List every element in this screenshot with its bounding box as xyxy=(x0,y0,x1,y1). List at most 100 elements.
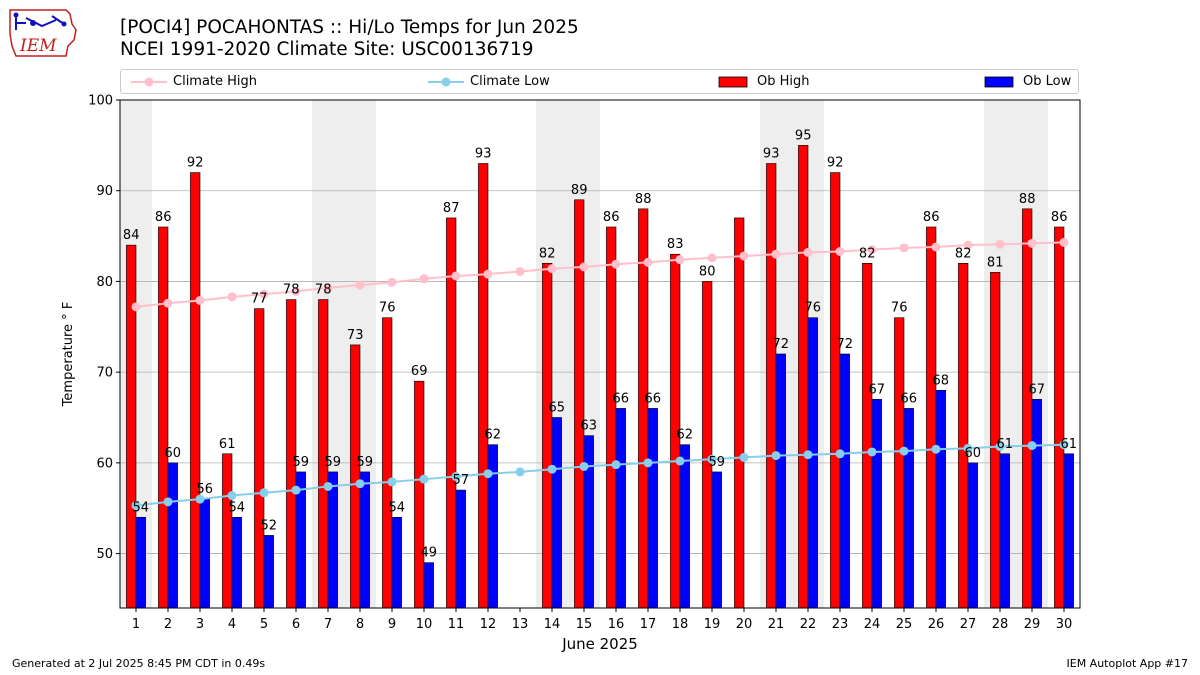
ob-low-label: 56 xyxy=(197,482,214,497)
climate-high-point xyxy=(771,249,781,259)
ob-high-bar xyxy=(702,281,713,609)
logo-text: IEM xyxy=(19,36,57,56)
ob-high-bar xyxy=(606,226,617,609)
legend-label-climate-high: Climate High xyxy=(173,74,258,89)
y-tick-label: 70 xyxy=(96,366,113,381)
ob-low-bar xyxy=(647,408,658,609)
climate-high-point xyxy=(291,286,301,296)
climate-high-point xyxy=(323,283,333,293)
climate-high-point xyxy=(675,255,685,265)
y-tick-label: 60 xyxy=(96,456,113,471)
climate-high-point xyxy=(995,239,1005,249)
ob-low-bar xyxy=(903,408,914,609)
climate-low-point xyxy=(1059,440,1069,450)
climate-low-point xyxy=(739,452,749,462)
ob-high-label: 69 xyxy=(411,364,428,379)
bars xyxy=(126,145,1074,609)
ob-low-label: 57 xyxy=(453,473,470,488)
ob-high-bar xyxy=(894,317,905,609)
climate-low-point xyxy=(291,485,301,495)
plot-frame xyxy=(119,99,1081,609)
ob-low-bar xyxy=(327,471,338,609)
ob-low-label: 63 xyxy=(581,419,598,434)
x-tick-label: 29 xyxy=(1024,617,1041,632)
climate-high-point xyxy=(835,246,845,256)
ob-low-label: 61 xyxy=(997,437,1014,452)
ob-low-label: 72 xyxy=(837,337,854,352)
climate-low-point xyxy=(547,464,557,474)
ob-low-bar xyxy=(199,498,210,609)
climate-high-point xyxy=(515,266,525,276)
climate-high-point xyxy=(227,292,237,302)
ob-low-label: 66 xyxy=(645,391,662,406)
ob-low-label: 54 xyxy=(229,500,246,515)
climate-low-point xyxy=(899,446,909,456)
ob-high-label: 86 xyxy=(923,210,940,225)
climate-high-point xyxy=(163,298,173,308)
ob-high-label: 76 xyxy=(891,301,908,316)
ob-high-label: 78 xyxy=(315,283,332,298)
ob-high-bar xyxy=(1054,226,1065,609)
climate-high-point xyxy=(739,251,749,261)
ob-low-label: 59 xyxy=(325,455,342,470)
climate-low-point xyxy=(611,460,621,470)
ob-high-label: 89 xyxy=(571,183,588,198)
ob-low-label: 60 xyxy=(965,446,982,461)
ob-low-bar xyxy=(871,399,882,609)
climate-low-point xyxy=(259,488,269,498)
climate-low-point xyxy=(163,497,173,507)
ob-high-bar xyxy=(382,317,393,609)
climate-low-point xyxy=(355,479,365,489)
ob-high-label: 82 xyxy=(859,246,876,261)
ob-low-label: 68 xyxy=(933,373,950,388)
climate-low-point xyxy=(387,477,397,487)
climate-low-point xyxy=(995,442,1005,452)
ob-low-bar xyxy=(807,317,818,609)
x-tick-label: 9 xyxy=(388,617,396,632)
ob-low-bar xyxy=(551,417,562,609)
ob-low-label: 72 xyxy=(773,337,790,352)
ob-high-bar xyxy=(126,244,137,609)
ob-high-label: 93 xyxy=(475,147,492,162)
ob-low-bar xyxy=(583,435,594,609)
ob-low-bar xyxy=(423,562,434,609)
x-tick-label: 22 xyxy=(800,617,817,632)
ob-high-label: 86 xyxy=(155,210,172,225)
ob-low-bar xyxy=(455,489,466,609)
climate-high-point xyxy=(707,253,717,263)
climate-low-point xyxy=(707,454,717,464)
climate-low-point xyxy=(803,450,813,460)
ob-low-label: 59 xyxy=(357,455,374,470)
x-tick-label: 20 xyxy=(736,617,753,632)
ob-low-label: 67 xyxy=(1029,382,1046,397)
climate-high-point xyxy=(483,269,493,279)
ob-high-bar xyxy=(350,344,361,609)
ob-low-bar xyxy=(967,462,978,609)
climate-low-point xyxy=(675,456,685,466)
ob-low-bar xyxy=(711,471,722,609)
x-axis-label: June 2025 xyxy=(561,635,638,653)
ob-low-bar xyxy=(231,516,242,609)
legend-label-ob-high: Ob High xyxy=(757,74,810,89)
climate-high-point xyxy=(899,243,909,253)
x-tick-label: 11 xyxy=(448,617,465,632)
ob-low-label: 62 xyxy=(485,428,502,443)
ob-high-label: 92 xyxy=(187,156,204,171)
climate-high-point xyxy=(579,262,589,272)
x-tick-label: 27 xyxy=(960,617,977,632)
data-labels: 84 86 92 61 77 78 78 73 76 69 87 93 82 89 86 88 83 80 93 95… xyxy=(123,128,1077,560)
ob-high-bar xyxy=(638,208,649,609)
climate-low-line xyxy=(135,443,1065,507)
legend-label-ob-low: Ob Low xyxy=(1023,74,1072,89)
ob-high-bar xyxy=(1022,208,1033,609)
ob-low-label: 54 xyxy=(389,500,406,515)
x-tick-label: 7 xyxy=(324,617,332,632)
x-tick-label: 3 xyxy=(196,617,204,632)
ob-high-bar xyxy=(862,262,873,609)
ob-low-label: 61 xyxy=(1061,437,1078,452)
ob-low-label: 60 xyxy=(165,446,182,461)
y-tick-label: 90 xyxy=(96,184,113,199)
legend-label-climate-low: Climate Low xyxy=(470,74,550,89)
ob-high-label: 77 xyxy=(251,292,268,307)
